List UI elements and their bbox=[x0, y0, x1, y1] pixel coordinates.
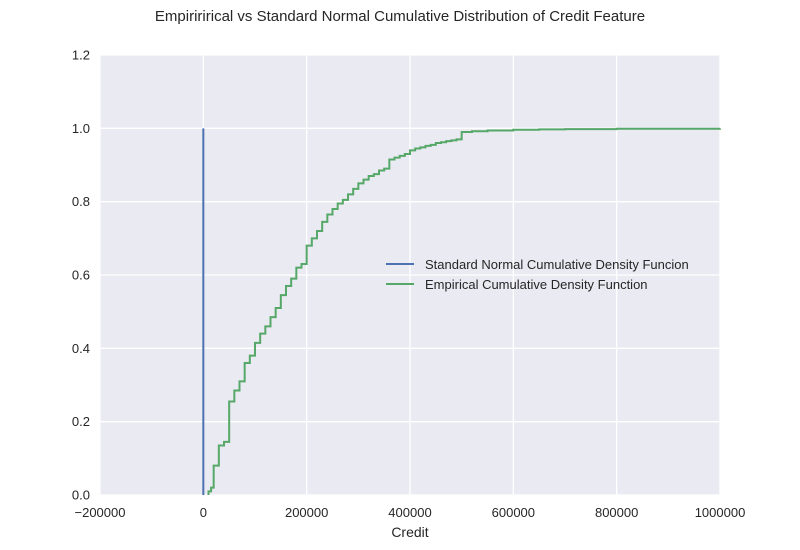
y-tick-label: 1.0 bbox=[72, 121, 90, 136]
chart-title: Empiririrical vs Standard Normal Cumulat… bbox=[154, 8, 646, 25]
x-tick-label: 400000 bbox=[388, 505, 431, 520]
legend-label-1: Standard Normal Cumulative Density Funci… bbox=[425, 257, 689, 272]
y-tick-label: 0.4 bbox=[72, 341, 90, 356]
y-tick-label: 1.2 bbox=[72, 48, 90, 63]
series-layer bbox=[202, 127, 721, 495]
x-tick-label: 800000 bbox=[595, 505, 638, 520]
x-tick-label: −200000 bbox=[75, 505, 126, 520]
x-tick-label: 600000 bbox=[492, 505, 535, 520]
y-tick-label: 0.6 bbox=[72, 268, 90, 283]
x-tick-labels: −200000 0 200000 400000 600000 800000 1000000 bbox=[75, 505, 746, 520]
x-tick-label: 0 bbox=[200, 505, 207, 520]
legend: Standard Normal Cumulative Density Funci… bbox=[386, 257, 689, 292]
x-tick-label: 1000000 bbox=[695, 505, 746, 520]
y-tick-label: 0.0 bbox=[72, 488, 90, 503]
x-tick-label: 200000 bbox=[285, 505, 328, 520]
y-tick-label: 0.8 bbox=[72, 194, 90, 209]
y-tick-label: 0.2 bbox=[72, 414, 90, 429]
y-tick-labels: 0.0 0.2 0.4 0.6 0.8 1.0 1.2 bbox=[72, 48, 90, 503]
series-line-2 bbox=[207, 127, 721, 495]
x-axis-label: Credit bbox=[391, 524, 428, 540]
legend-label-2: Empirical Cumulative Density Function bbox=[425, 277, 648, 292]
